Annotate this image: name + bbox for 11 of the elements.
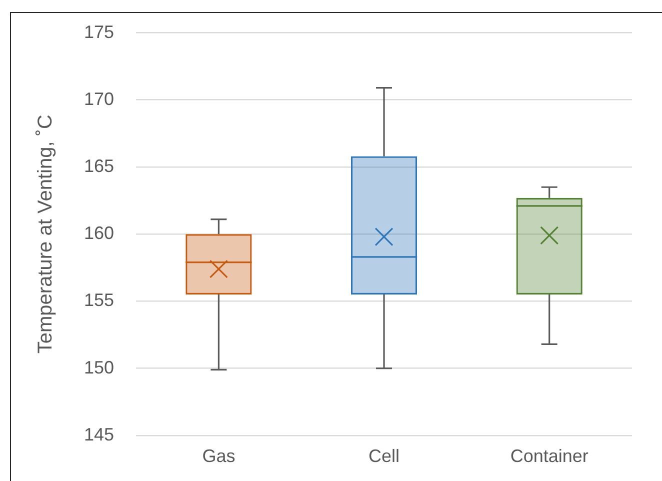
x-tick-label: Cell bbox=[368, 446, 400, 466]
y-tick-label: 150 bbox=[84, 357, 114, 378]
y-tick-label: 155 bbox=[84, 290, 114, 310]
y-axis-title: Temperature at Venting, ˚C bbox=[34, 114, 57, 354]
x-tick-label: Gas bbox=[202, 446, 236, 466]
y-tick-label: 145 bbox=[84, 424, 114, 444]
y-tick-label: 170 bbox=[84, 88, 114, 109]
y-tick-label: 175 bbox=[84, 22, 114, 42]
x-tick-label: Container bbox=[510, 446, 588, 466]
y-tick-label: 160 bbox=[84, 223, 114, 244]
y-tick-label: 165 bbox=[84, 156, 114, 176]
